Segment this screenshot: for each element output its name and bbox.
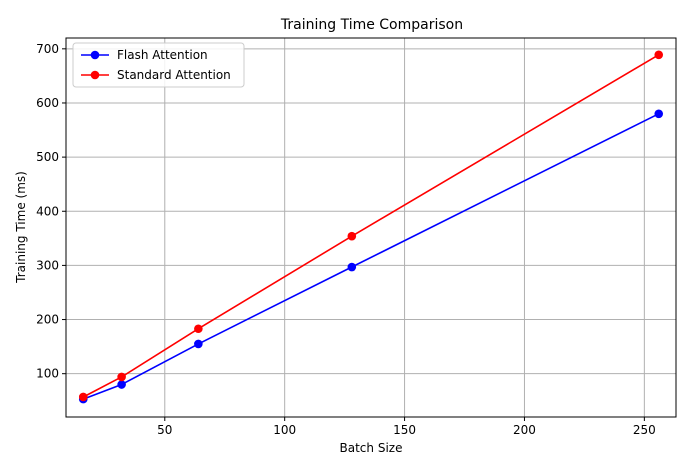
flash-attention-point: [654, 109, 664, 119]
x-tick-label: 100: [273, 423, 296, 437]
legend-standard-attention-marker: [90, 70, 100, 80]
x-tick-label: 50: [157, 423, 172, 437]
standard-attention-point: [194, 324, 203, 334]
standard-attention-point: [78, 392, 88, 402]
chart-title: Training Time Comparison: [280, 17, 463, 33]
legend-flash-attention-label: Flash Attention: [117, 48, 208, 62]
y-tick-label: 700: [36, 42, 59, 56]
legend: Flash Attention Standard Attention: [72, 42, 245, 88]
y-tick-label: 100: [36, 367, 59, 381]
y-tick-label: 300: [36, 258, 59, 272]
plot-frame: [65, 37, 677, 418]
series-layer: [78, 50, 664, 404]
standard-attention-point: [347, 231, 357, 241]
flash-attention-point: [347, 262, 357, 272]
y-tick-label: 600: [36, 96, 59, 110]
standard-attention-point: [117, 372, 126, 382]
legend-box: [72, 42, 245, 88]
y-axis-label: Training Time (ms): [14, 171, 28, 284]
y-tick-label: 400: [36, 204, 59, 218]
flash-attention-point: [117, 380, 126, 389]
legend-flash-attention-marker: [90, 50, 100, 60]
x-axis-label: Batch Size: [340, 441, 403, 455]
flash-attention-line: [83, 113, 660, 400]
y-tick-label: 500: [36, 150, 59, 164]
flash-attention-point: [194, 339, 203, 349]
x-tick-label: 250: [633, 423, 656, 437]
x-tick-label: 150: [393, 423, 416, 437]
axis-ticks: 50 100 150 200 250 100 200 300 400 500 600 700: [36, 42, 656, 437]
x-tick-label: 200: [513, 423, 536, 437]
y-tick-label: 200: [36, 313, 59, 327]
grid-lines: [66, 38, 676, 417]
legend-standard-attention-label: Standard Attention: [117, 68, 231, 82]
standard-attention-point: [654, 50, 664, 60]
standard-attention-line: [82, 54, 660, 398]
